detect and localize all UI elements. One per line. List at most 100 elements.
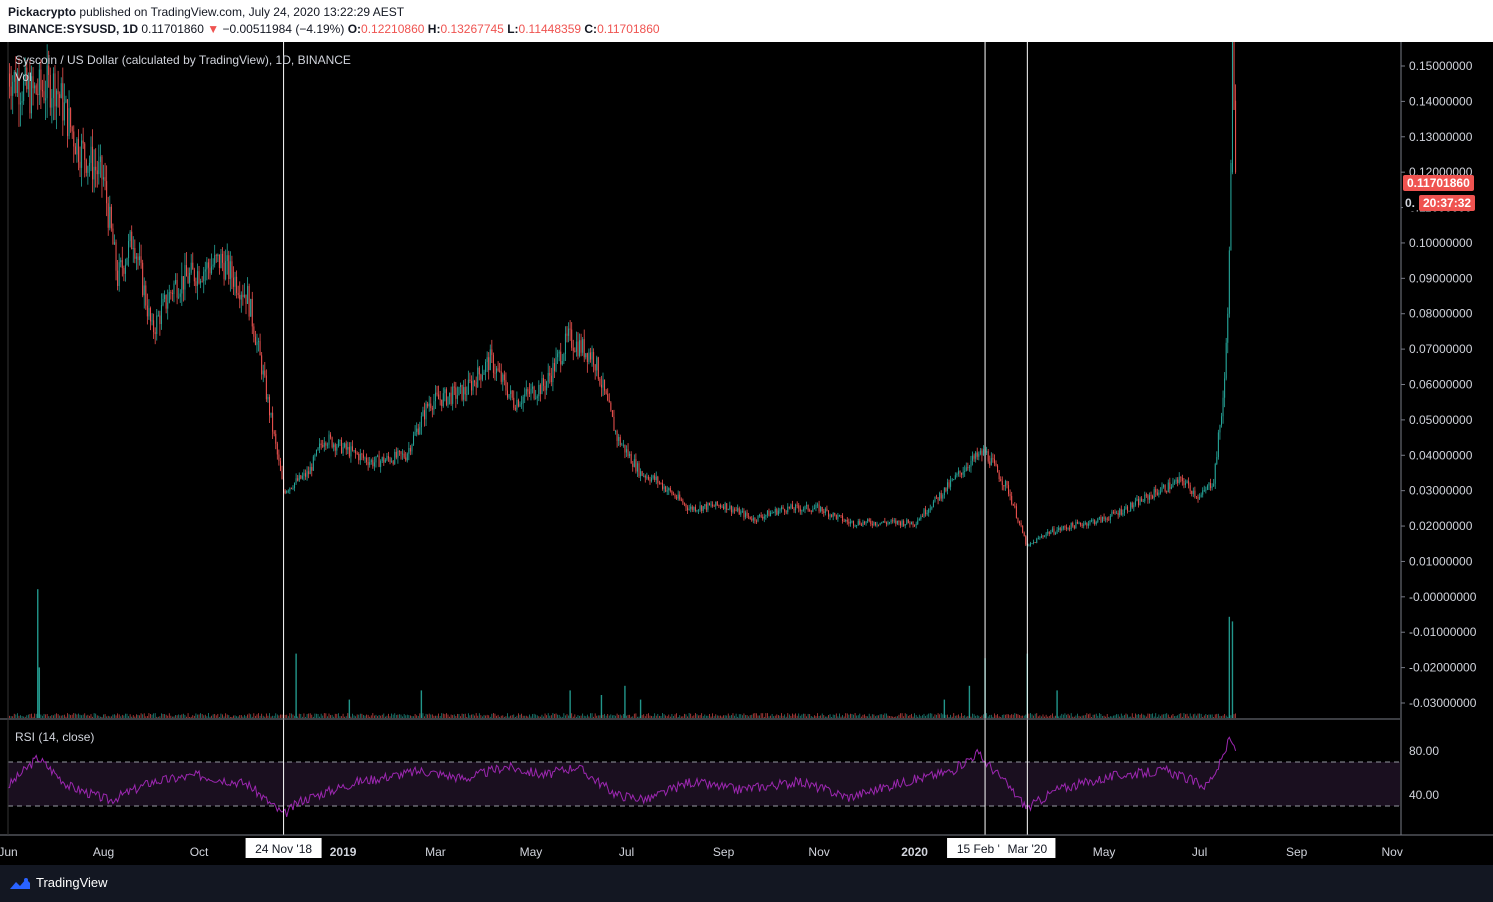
volume-bar (698, 715, 699, 718)
volume-bar (964, 715, 966, 718)
volume-bar (627, 714, 629, 718)
candle-body (268, 396, 270, 416)
volume-bar (1163, 714, 1164, 718)
volume-bar (323, 713, 325, 718)
candle-body (557, 353, 559, 358)
volume-bar (790, 715, 792, 718)
candle-body (568, 328, 570, 336)
candle-body (563, 353, 565, 362)
volume-bar (1105, 716, 1107, 718)
candle-body (445, 389, 447, 405)
volume-bar (1141, 713, 1143, 718)
candle-body (222, 253, 224, 263)
candle-body (1235, 100, 1237, 173)
rsi-label[interactable]: RSI (14, close) (15, 730, 95, 744)
candle-body (763, 516, 765, 519)
volume-bar (563, 713, 565, 718)
candle-body (676, 497, 678, 499)
volume-bar (795, 713, 796, 718)
volume-bar (181, 714, 183, 718)
volume-bar (1207, 715, 1208, 718)
candle-body (82, 140, 84, 144)
volume-bar (1047, 716, 1049, 718)
volume-bar (1131, 713, 1133, 718)
volume-bar (186, 716, 187, 718)
candle-body (355, 450, 357, 454)
volume-bar (1130, 716, 1132, 718)
volume-bar (43, 713, 45, 718)
candle-body (798, 505, 800, 509)
candle-body (862, 521, 864, 526)
author-name[interactable]: Pickacrypto (8, 5, 77, 19)
volume-bar (184, 714, 186, 718)
volume-bar (1106, 714, 1108, 718)
candle-body (109, 206, 111, 228)
candle-body (1202, 490, 1204, 495)
candle-body (54, 73, 56, 107)
candle-body (1092, 520, 1094, 521)
candle-body (776, 509, 778, 515)
volume-bar (74, 713, 76, 718)
volume-bar (23, 716, 25, 718)
tradingview-logo[interactable]: TradingView (8, 875, 108, 890)
rsi-band-fill (8, 762, 1400, 806)
volume-bar (486, 714, 488, 718)
volume-bar (903, 716, 905, 718)
chart-area[interactable]: 24 Nov '18 15 Feb '20 Mar '20 0.15000000 0.… (0, 42, 1493, 865)
volume-bar (1194, 713, 1196, 718)
candle-body (1033, 542, 1035, 544)
candle-body (1136, 499, 1138, 501)
volume-bar (389, 716, 391, 718)
candle-body (672, 494, 674, 496)
candle-body (460, 384, 462, 388)
candle-body (88, 162, 90, 167)
volume-bar (395, 714, 397, 718)
volume-bar (806, 716, 807, 718)
volume-bar (1186, 713, 1188, 718)
candle-body (713, 506, 715, 507)
series-title[interactable]: Syscoin / US Dollar (calculated by Tradi… (15, 53, 351, 67)
volume-bar (231, 716, 233, 718)
volume-bar (522, 715, 524, 718)
candle-body (954, 475, 956, 479)
volume-bar (543, 716, 544, 718)
volume-bar (1127, 714, 1128, 718)
candle-body (353, 450, 355, 451)
candle-body (779, 509, 781, 511)
candle-body (702, 506, 704, 511)
candle-body (1211, 486, 1213, 488)
candle-body (231, 261, 233, 278)
candle-body (417, 428, 419, 435)
volume-bar (1197, 713, 1199, 718)
candle-body (475, 382, 477, 388)
volume-label[interactable]: Vol (15, 70, 32, 84)
volume-bar (945, 714, 947, 718)
candle-body (212, 264, 214, 267)
candle-body (572, 347, 574, 351)
candle-body (893, 520, 895, 522)
volume-bar (651, 715, 652, 718)
candle-body (990, 458, 992, 466)
candle-body (450, 392, 452, 404)
volume-bar (641, 715, 643, 718)
volume-bar (513, 714, 515, 718)
candle-body (1116, 513, 1118, 514)
volume-bar (975, 715, 977, 718)
candle-body (171, 293, 173, 294)
volume-bar (978, 715, 980, 718)
candle-body (294, 482, 296, 489)
candle-body (27, 80, 29, 90)
volume-bar (24, 716, 26, 718)
volume-bar (1217, 713, 1219, 718)
volume-bar (350, 716, 352, 718)
volume-bar (887, 715, 889, 718)
volume-bar (947, 714, 948, 718)
candle-body (665, 486, 667, 492)
volume-bar (884, 713, 886, 718)
volume-bar (845, 713, 847, 718)
volume-bar (842, 715, 843, 718)
candle-body (444, 389, 446, 394)
volume-bar (1100, 714, 1102, 718)
candle-body (229, 261, 231, 279)
